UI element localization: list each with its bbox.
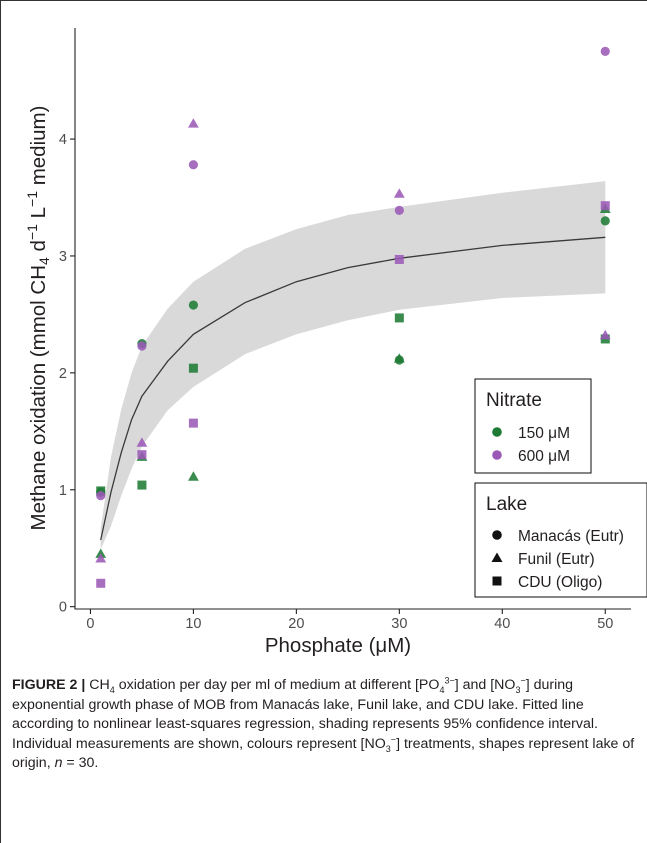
legend-lake-funil-label: Funil (Eutr) [518, 551, 595, 568]
caption-superscript: 3− [444, 675, 455, 686]
legend-nitrate: Nitrate 150 μM 600 μM [474, 378, 592, 474]
x-tick-label: 30 [391, 616, 407, 632]
confidence-band [100, 181, 606, 550]
data-point-funil-600 [95, 553, 107, 563]
data-point-manacas-150 [188, 300, 199, 310]
data-point-cdu-150 [96, 486, 106, 496]
data-point-funil-150 [188, 471, 199, 481]
caption-subscript: 4 [109, 684, 115, 695]
confidence-band-layer [100, 181, 606, 550]
y-tick-label: 3 [59, 249, 67, 265]
data-point-cdu-600 [96, 578, 106, 588]
legend-lake-box [474, 482, 647, 598]
data-point-cdu-150 [394, 313, 404, 323]
data-point-manacas-600 [188, 160, 199, 170]
data-point-cdu-600 [394, 254, 404, 264]
data-point-manacas-600 [600, 46, 610, 56]
y-axis-title-part: d [27, 240, 50, 257]
data-point-cdu-600 [137, 450, 147, 460]
data-points-layer [95, 46, 611, 588]
legend-lake-manacas-label: Manacás (Eutr) [518, 528, 624, 545]
data-point-manacas-150 [600, 216, 610, 226]
x-tick-label: 40 [494, 616, 510, 632]
y-axis-title-sup: −1 [24, 191, 40, 207]
caption-text: ] treatments, shapes represent lake of o… [12, 735, 635, 772]
legend-nitrate-600-label: 600 μM [518, 448, 570, 465]
legend-lake-cdu-label: CDU (Oligo) [518, 574, 602, 591]
y-axis-title-part: L [27, 207, 50, 224]
y-axis-title-part: medium) [27, 106, 50, 191]
data-point-funil-600 [188, 118, 199, 128]
x-tick-label: 20 [288, 616, 304, 632]
legend-lake-title: Lake [486, 494, 527, 515]
caption-subscript: 4 [439, 684, 445, 695]
y-axis-title-sup: −1 [24, 224, 40, 240]
legend-nitrate-title: Nitrate [486, 390, 542, 411]
caption-text: ] during exponential growth phase of MOB… [12, 677, 598, 752]
data-point-funil-600 [599, 329, 611, 340]
caption-subscript: 3 [385, 743, 391, 754]
legend-lake-cdu-swatch [492, 576, 502, 586]
x-tick-label: 0 [86, 616, 94, 632]
legend-lake-funil-swatch [491, 552, 503, 562]
y-axis-title: Methane oxidation (mmol CH4 d−1 L−1 medi… [24, 106, 52, 531]
figure-frame-left [0, 0, 1, 843]
figure-frame-top [0, 0, 647, 1]
legend-nitrate-600-swatch [492, 450, 502, 460]
caption-text: = 30. [62, 755, 99, 772]
caption-text: CH [85, 677, 110, 693]
caption-subscript: 3 [515, 684, 521, 695]
y-tick-label: 1 [59, 483, 67, 499]
data-point-manacas-600 [137, 341, 147, 351]
y-tick-label: 0 [59, 600, 67, 616]
y-tick-label: 2 [59, 366, 67, 382]
caption-text: oxidation per day per ml of medium at di… [114, 677, 440, 693]
data-point-manacas-600 [394, 205, 404, 215]
legend-lake-manacas-swatch [492, 530, 502, 540]
legend-lake: Lake Manacás (Eutr) Funil (Eutr) CDU (Ol… [474, 482, 647, 598]
caption-superscript: − [390, 734, 397, 745]
data-point-funil-150 [393, 353, 405, 363]
y-tick-label: 4 [59, 132, 67, 148]
data-point-cdu-150 [188, 363, 198, 373]
data-point-funil-600 [393, 188, 405, 198]
caption-text: ] and [NO [454, 677, 516, 693]
data-point-funil-600 [136, 437, 148, 447]
caption-label: FIGURE 2 | [12, 677, 86, 693]
axes-layer: 0 10 20 30 40 50 0 1 2 3 4 [59, 28, 631, 632]
data-point-cdu-600 [188, 418, 198, 428]
legend-nitrate-150-label: 150 μM [518, 425, 570, 442]
caption-n-variable: n [54, 755, 63, 772]
figure-caption: FIGURE 2 | CH4 oxidation per day per ml … [12, 676, 637, 774]
x-tick-label: 50 [597, 616, 613, 632]
data-point-cdu-600 [600, 201, 610, 211]
data-point-cdu-150 [137, 480, 147, 490]
y-axis-title-sub: 4 [36, 257, 52, 265]
y-axis-title-part: Methane oxidation (mmol CH [27, 265, 50, 530]
x-axis-title: Phosphate (μM) [265, 634, 411, 657]
data-point-manacas-600 [96, 491, 106, 501]
x-tick-label: 10 [185, 616, 201, 632]
caption-superscript: − [520, 675, 526, 686]
legend-nitrate-150-swatch [492, 427, 502, 437]
